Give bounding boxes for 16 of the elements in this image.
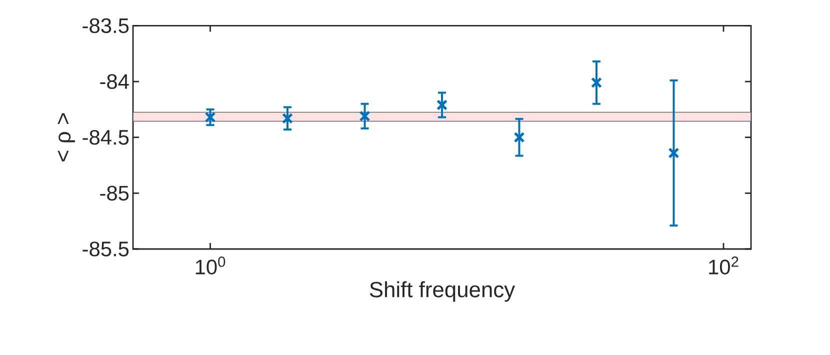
point — [436, 99, 448, 111]
y-tick-label: -84.5 — [82, 130, 129, 145]
point — [668, 147, 680, 159]
point — [204, 112, 216, 123]
y-axis-title: < ρ > — [58, 113, 75, 162]
point — [282, 112, 294, 124]
x-tick-label: 10$^{0}$ — [196, 256, 226, 274]
point — [359, 110, 370, 122]
y-tick-label: -84 — [100, 74, 129, 89]
point — [514, 132, 525, 143]
x-axis-title: Shift frequency — [370, 281, 516, 302]
y-tick-label: -85.5 — [82, 242, 129, 256]
x-tick-label: 10$^{2}$ — [709, 256, 738, 274]
point — [590, 77, 602, 88]
y-tick-label: -85 — [100, 186, 129, 201]
y-tick-label: -83.5 — [82, 18, 129, 34]
